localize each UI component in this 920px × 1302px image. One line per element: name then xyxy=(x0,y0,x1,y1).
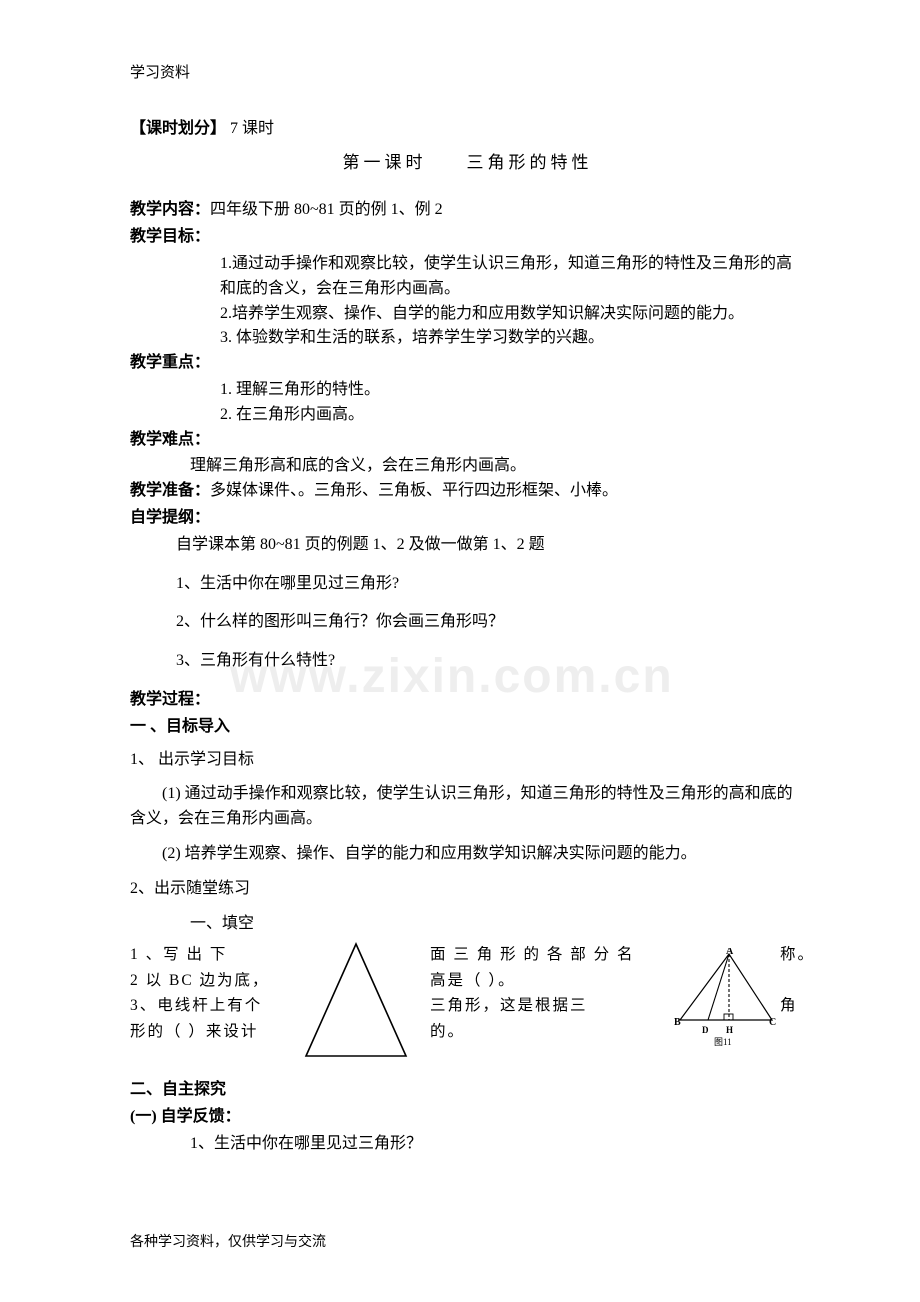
header-note: 学习资料 xyxy=(130,62,805,85)
goal-3: 3. 体验数学和生活的联系，培养学生学习数学的兴趣。 xyxy=(130,326,805,351)
ex4-m: 的。 xyxy=(430,1019,660,1045)
period-value: 7 课时 xyxy=(226,120,274,137)
key-1: 1. 理解三角形的特性。 xyxy=(130,378,805,403)
triangle-plain-icon xyxy=(296,938,416,1062)
goal-2: 2.培养学生观察、操作、自学的能力和应用数学知识解决实际问题的能力。 xyxy=(130,302,805,327)
proc-s1-1b: (2) 培养学生观察、操作、自学的能力和应用数学知识解决实际问题的能力。 xyxy=(130,842,805,867)
prep-text: 多媒体课件、。三角形、三角板、平行四边形框架、小棒。 xyxy=(210,482,618,499)
prep-label: 教学准备： xyxy=(130,482,210,499)
content-line: 教学内容：四年级下册 80~81 页的例 1、例 2 xyxy=(130,198,805,223)
ex3-m: 三角形，这是根据三 xyxy=(430,993,660,1019)
goal-1: 1.通过动手操作和观察比较，使学生认识三角形，知道三角形的特性及三角形的高和底的… xyxy=(130,252,805,302)
label-H: H xyxy=(726,1025,733,1035)
label-fig: 图11 xyxy=(714,1037,732,1047)
triangle-labeled-icon: A B C D H 图11 xyxy=(674,948,782,1050)
label-B: B xyxy=(674,1017,681,1028)
self-label: 自学提纲： xyxy=(130,506,805,531)
lesson-title: 第一课时 三角形的特性 xyxy=(130,150,805,176)
exercise-block: A B C D H 图11 1 、写 出 下 2 以 BC 边为底， 3、电线杆… xyxy=(130,942,805,1072)
proc-s2-1: (一) 自学反馈： xyxy=(130,1105,805,1130)
proc-s1-1a: (1) 通过动手操作和观察比较，使学生认识三角形，知道三角形的特性及三角形的高和… xyxy=(130,782,805,832)
diff-text: 理解三角形高和底的含义，会在三角形内画高。 xyxy=(130,454,805,479)
label-A: A xyxy=(726,948,734,957)
prep-line: 教学准备：多媒体课件、。三角形、三角板、平行四边形框架、小棒。 xyxy=(130,479,805,504)
ex4-l: 形的（ ）来设计 xyxy=(130,1019,285,1045)
ex1-l: 1 、写 出 下 xyxy=(130,942,285,968)
key-label: 教学重点： xyxy=(130,351,805,376)
lesson-title-right: 三角形的特性 xyxy=(467,153,593,172)
content-text: 四年级下册 80~81 页的例 1、例 2 xyxy=(210,201,443,218)
ex-col-mid: 面 三 角 形 的 各 部 分 名 高是（ ）。 三角形，这是根据三 的。 xyxy=(430,942,660,1044)
diff-label: 教学难点： xyxy=(130,428,805,453)
ex2-m: 高是（ ）。 xyxy=(430,968,660,994)
ex1-m: 面 三 角 形 的 各 部 分 名 xyxy=(430,942,660,968)
proc-s1-1: 1、 出示学习目标 xyxy=(130,748,805,773)
label-C: C xyxy=(769,1017,776,1028)
footer-note: 各种学习资料，仅供学习与交流 xyxy=(130,1232,326,1254)
page: 学习资料 【课时划分】 7 课时 第一课时 三角形的特性 教学内容：四年级下册 8… xyxy=(0,0,920,1302)
proc-s2-q: 1、生活中你在哪里见过三角形？ xyxy=(130,1132,805,1157)
label-D: D xyxy=(702,1025,709,1035)
key-2: 2. 在三角形内画高。 xyxy=(130,403,805,428)
ex3-r: 角 xyxy=(780,993,840,1019)
proc-s1-2: 2、出示随堂练习 xyxy=(130,877,805,902)
proc-s2: 二、自主探究 xyxy=(130,1078,805,1103)
self-q2: 2、什么样的图形叫三角行？你会画三角形吗？ xyxy=(176,610,805,635)
proc-label: 教学过程： xyxy=(130,688,805,713)
content-label: 教学内容： xyxy=(130,201,210,218)
proc-s1: 一 、目标导入 xyxy=(130,715,805,740)
self-intro: 自学课本第 80~81 页的例题 1、2 及做一做第 1、2 题 xyxy=(130,533,805,558)
self-q3: 3、三角形有什么特性? xyxy=(176,649,805,674)
ex2-l: 2 以 BC 边为底， xyxy=(130,968,285,994)
ex1-r: 称。 xyxy=(780,942,840,968)
period-label: 【课时划分】 xyxy=(130,120,226,137)
fill-title: 一、填空 xyxy=(130,912,805,937)
ex-col-right: 称。 角 xyxy=(780,942,840,1018)
period-line: 【课时划分】 7 课时 xyxy=(130,117,805,142)
lesson-title-left: 第一课时 xyxy=(343,153,427,172)
self-q1: 1、生活中你在哪里见过三角形? xyxy=(176,572,805,597)
goal-label: 教学目标： xyxy=(130,225,805,250)
ex3-l: 3、电线杆上有个 xyxy=(130,993,285,1019)
ex-col-left: 1 、写 出 下 2 以 BC 边为底， 3、电线杆上有个 形的（ ）来设计 xyxy=(130,942,285,1044)
